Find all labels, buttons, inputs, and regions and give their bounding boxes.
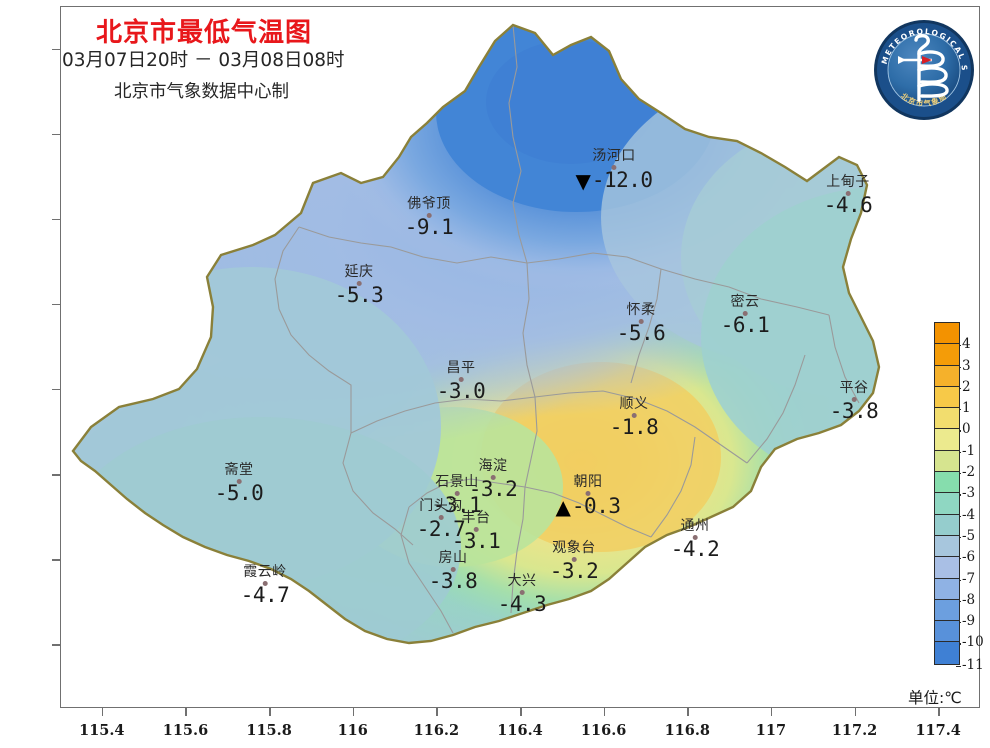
colorbar-cell: 3 xyxy=(935,344,971,374)
colorbar-cell: -3 xyxy=(935,472,975,501)
colorbar-cell: -10 xyxy=(935,621,984,650)
y-axis-tick-mark xyxy=(52,218,60,221)
y-axis-tick-mark xyxy=(52,474,60,476)
colorbar-tick-label: -2 xyxy=(955,464,976,481)
x-axis-tick-label: 117 xyxy=(755,722,787,739)
time-period-label: 03月07日20时 － 03月08日08时 xyxy=(62,50,345,71)
x-axis-tick-label: 116.2 xyxy=(413,722,460,739)
x-axis-tick-label: 117.2 xyxy=(831,722,878,739)
x-axis-tick-label: 117.4 xyxy=(915,722,961,739)
colorbar-tick-label: -3 xyxy=(955,485,976,502)
x-axis-tick-label: 115.8 xyxy=(246,722,292,739)
colorbar-tick-label: 2 xyxy=(956,378,971,395)
x-axis-tick-mark xyxy=(938,708,940,716)
x-axis-tick-mark xyxy=(520,708,522,716)
x-axis-tick-label: 116.4 xyxy=(497,722,543,739)
x-axis-tick-mark xyxy=(854,708,857,716)
colorbar-cell: -7 xyxy=(935,557,975,587)
x-axis-tick-mark xyxy=(269,708,271,716)
logo-wind-mark xyxy=(898,34,949,102)
x-axis-tick-mark xyxy=(352,708,355,716)
colorbar-cell: -5 xyxy=(935,514,975,544)
colorbar-cell: -1 xyxy=(935,429,975,459)
colorbar-cell: -4 xyxy=(935,493,975,523)
x-axis-tick-mark xyxy=(185,708,187,716)
beijing-outer-boundary xyxy=(71,23,881,645)
colorbar-cell: -6 xyxy=(935,535,975,565)
colorbar-unit-label: 单位:℃ xyxy=(908,689,962,707)
x-axis-tick-mark xyxy=(770,708,773,716)
colorbar-tick-label: -4 xyxy=(955,506,976,523)
colorbar-tick-label: 1 xyxy=(956,400,971,417)
colorbar-tick-label: -10 xyxy=(956,634,984,651)
x-axis-tick-label: 116.8 xyxy=(664,722,710,739)
colorbar-cell: 0 xyxy=(935,408,971,437)
colorbar-tick-label: -8 xyxy=(955,591,976,608)
district-boundaries xyxy=(274,25,860,634)
temperature-colorbar[interactable]: 4 3 2 1 0 -1 -2 -3 -4 -5 -6 -7 -8 -9 -10 -11 xyxy=(934,322,984,673)
y-axis-tick-mark xyxy=(52,133,60,136)
x-axis-tick-label: 116.6 xyxy=(580,722,627,739)
colorbar-cell: -2 xyxy=(935,450,975,480)
beijing-temperature-map xyxy=(71,23,881,645)
colorbar-tick-label: -11 xyxy=(956,656,984,673)
colorbar-cell: -11 xyxy=(935,642,984,673)
map-plot-frame: 汤河口 ▼-12.0 佛爷顶 -9.1 上甸子 -4.6 延庆 -5.3 怀柔 -5.6 密云 -6.… xyxy=(60,6,980,708)
y-axis-tick-mark xyxy=(52,559,60,561)
colorbar-tick-label: 0 xyxy=(956,421,971,438)
x-axis-tick-mark xyxy=(101,708,104,716)
beijing-meteorological-service-logo: BEIJING METEOROLOGICAL SERVICE 北京市气象局 xyxy=(872,18,974,120)
colorbar-cell: 1 xyxy=(935,386,971,416)
x-axis-tick-label: 115.6 xyxy=(162,722,209,739)
y-axis-tick-mark xyxy=(52,303,60,306)
x-axis-tick-mark xyxy=(603,708,606,716)
x-axis-tick-label: 115.4 xyxy=(79,722,125,739)
data-source-label: 北京市气象数据中心制 xyxy=(114,82,289,102)
colorbar-tick-label: -5 xyxy=(955,527,976,544)
colorbar-tick-label: -9 xyxy=(955,613,976,630)
y-axis-tick-mark xyxy=(52,644,60,646)
colorbar-cell: 4 xyxy=(935,323,971,352)
map-contour-fill xyxy=(73,25,879,643)
colorbar-cell: -9 xyxy=(935,599,975,629)
colorbar-tick-label: 3 xyxy=(956,357,971,374)
colorbar-tick-label: -1 xyxy=(955,442,976,459)
page-title: 北京市最低气温图 xyxy=(96,18,313,48)
x-axis-tick-mark xyxy=(687,708,689,716)
colorbar-tick-label: -7 xyxy=(955,570,976,587)
x-axis-tick-mark xyxy=(436,708,438,716)
colorbar-tick-label: -6 xyxy=(955,549,976,566)
colorbar-tick-label: 4 xyxy=(956,336,971,353)
colorbar-cell: 2 xyxy=(935,365,971,395)
colorbar-cell: -8 xyxy=(935,578,975,608)
x-axis-tick-label: 116 xyxy=(337,722,368,739)
y-axis-tick-mark xyxy=(52,48,60,51)
y-axis-tick-mark xyxy=(52,388,60,391)
